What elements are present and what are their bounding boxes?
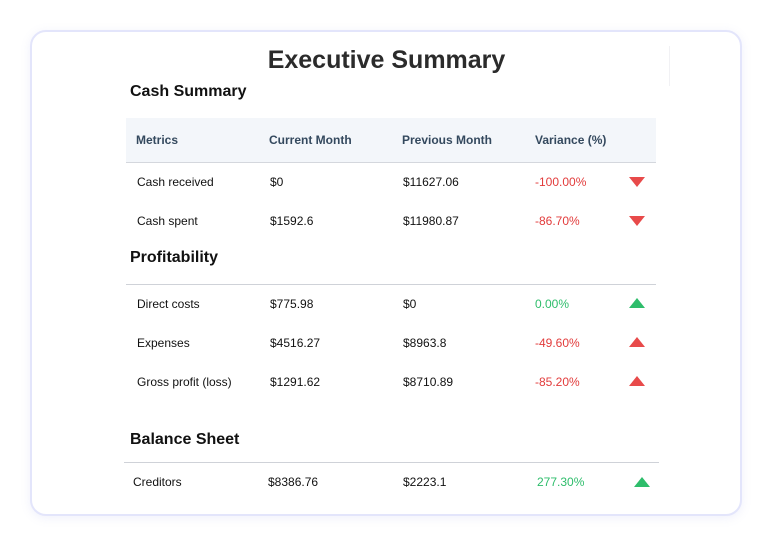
current-month-cell: $1291.62: [270, 375, 321, 389]
previous-month-cell: $8710.89: [403, 375, 454, 389]
variance-cell: -100.00%: [535, 175, 587, 189]
variance-cell: -85.20%: [535, 375, 580, 389]
page-title: Executive Summary: [267, 46, 506, 74]
current-month-cell: $775.98: [270, 297, 314, 311]
metric-cell: Creditors: [133, 475, 182, 489]
metric-cell: Expenses: [137, 336, 190, 350]
section-divider: [124, 462, 659, 463]
variance-cell: 277.30%: [537, 475, 585, 489]
triangle-down-icon: [629, 177, 645, 187]
triangle-up-icon: [629, 298, 645, 308]
triangle-up-icon: [634, 477, 650, 487]
header-previous-month: Previous Month: [402, 133, 493, 147]
previous-month-cell: $11627.06: [403, 175, 459, 189]
triangle-down-icon: [629, 216, 645, 226]
balance-sheet-title: Balance Sheet: [130, 431, 240, 448]
current-month-cell: $4516.27: [270, 336, 321, 350]
profitability-title: Profitability: [130, 249, 219, 266]
table-header: Metrics Current Month Previous Month Var…: [126, 118, 656, 163]
cash-summary-title: Cash Summary: [130, 83, 247, 100]
variance-cell: -49.60%: [535, 336, 580, 350]
metric-cell: Cash received: [137, 175, 214, 189]
variance-cell: -86.70%: [535, 214, 580, 228]
metric-cell: Cash spent: [137, 214, 198, 228]
triangle-up-icon: [629, 337, 645, 347]
divider: [669, 46, 670, 86]
header-metrics: Metrics: [136, 133, 179, 147]
header-variance: Variance (%): [535, 133, 607, 147]
previous-month-cell: $11980.87: [403, 214, 459, 228]
current-month-cell: $0: [270, 175, 284, 189]
variance-cell: 0.00%: [535, 297, 570, 311]
summary-card: [30, 30, 742, 516]
triangle-up-icon: [629, 376, 645, 386]
header-current-month: Current Month: [269, 133, 352, 147]
metric-cell: Direct costs: [137, 297, 200, 311]
current-month-cell: $1592.6: [270, 214, 314, 228]
previous-month-cell: $8963.8: [403, 336, 447, 350]
current-month-cell: $8386.76: [268, 475, 319, 489]
previous-month-cell: $0: [403, 297, 417, 311]
previous-month-cell: $2223.1: [403, 475, 447, 489]
section-divider: [126, 284, 656, 285]
metric-cell: Gross profit (loss): [137, 375, 232, 389]
